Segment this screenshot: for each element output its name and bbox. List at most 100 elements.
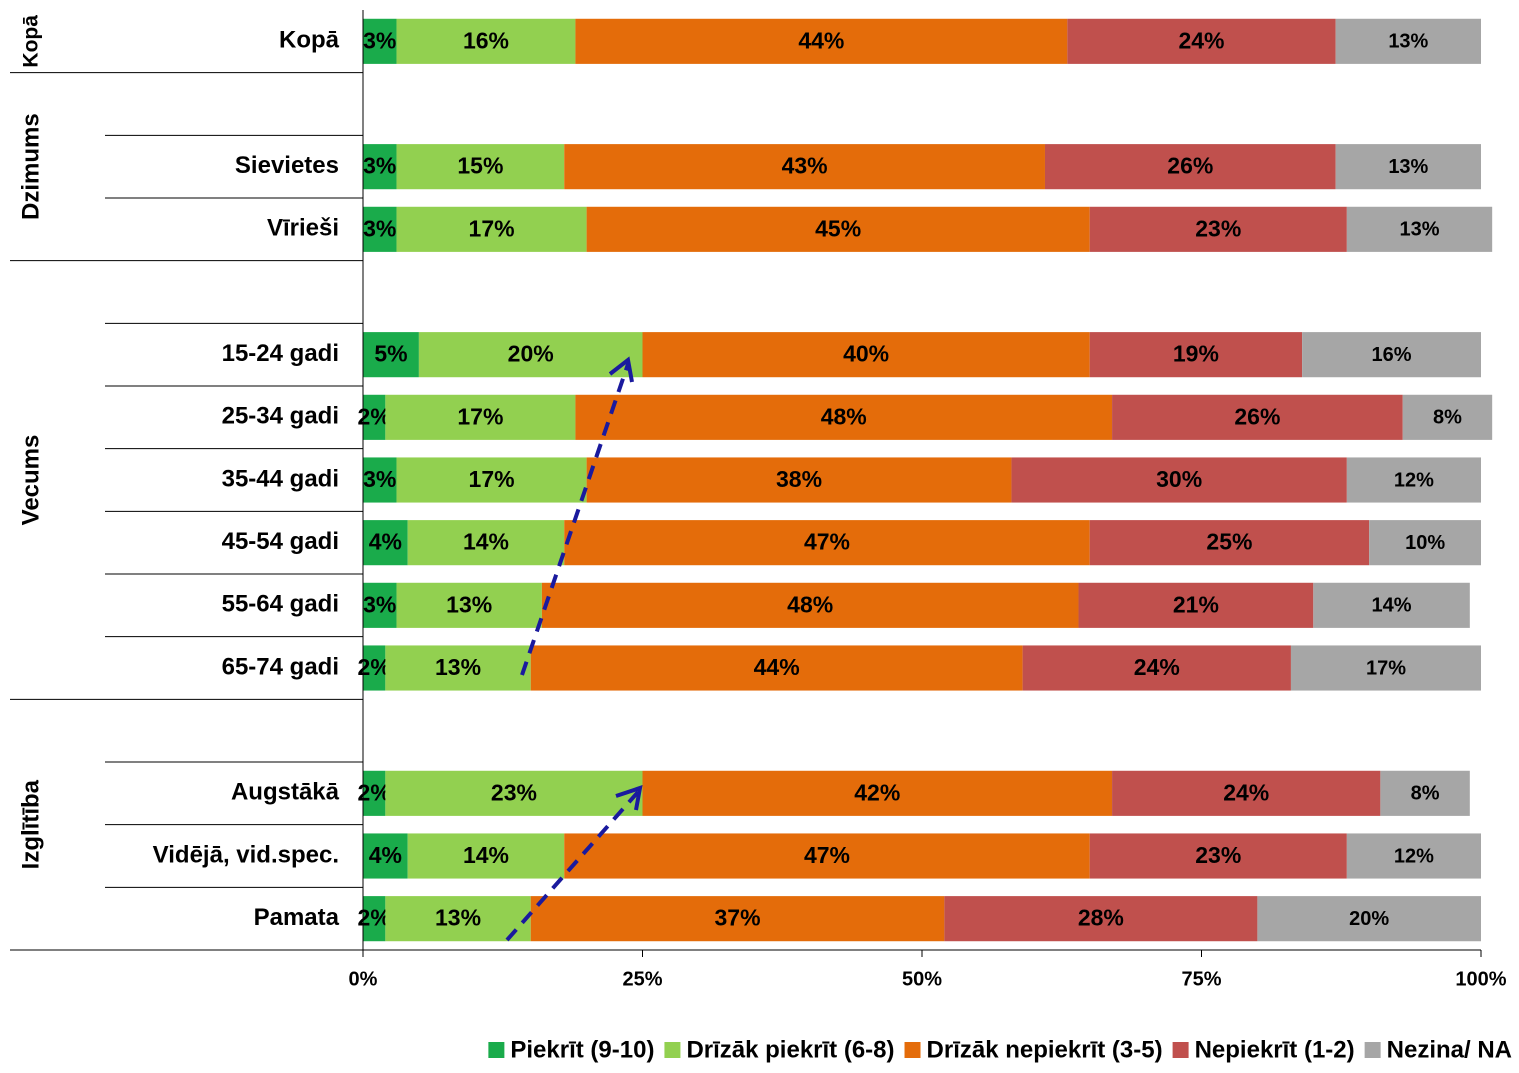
data-label: 28% xyxy=(1078,905,1124,931)
y-tick-label: Vidējā, vid.spec. xyxy=(153,841,339,868)
data-label: 4% xyxy=(369,842,402,868)
group-label: Kopā xyxy=(20,15,43,68)
y-tick-label: Sievietes xyxy=(235,152,339,179)
data-label: 45% xyxy=(815,215,861,241)
legend-label: Nepiekrīt (1-2) xyxy=(1195,1036,1355,1063)
bar-segment xyxy=(385,770,643,816)
bar-segment xyxy=(363,206,397,252)
bar-segment xyxy=(564,833,1090,879)
data-label: 13% xyxy=(1388,31,1428,53)
x-tick-label: 75% xyxy=(1181,968,1221,990)
arrow xyxy=(520,363,630,676)
data-label: 26% xyxy=(1167,153,1213,179)
bar-segment xyxy=(530,896,945,942)
group-label: Dzimums xyxy=(17,113,44,220)
data-label: 24% xyxy=(1134,654,1180,680)
data-label: 20% xyxy=(508,341,554,367)
bar-segment xyxy=(1011,457,1347,503)
bar-segment xyxy=(1067,18,1336,64)
data-label: 17% xyxy=(469,466,515,492)
y-tick-label: Vīrieši xyxy=(267,215,339,242)
bar-segment xyxy=(1380,770,1470,816)
bar-segment xyxy=(541,582,1079,628)
data-label: 48% xyxy=(787,591,833,617)
data-label: 8% xyxy=(1433,407,1462,429)
data-label: 44% xyxy=(798,27,844,53)
data-label: 3% xyxy=(363,215,396,241)
legend-label: Nezina/ NA xyxy=(1387,1036,1512,1063)
bar-segment xyxy=(1402,394,1493,440)
data-label: 14% xyxy=(463,529,509,555)
bar-segment xyxy=(363,332,419,378)
data-label: 37% xyxy=(715,905,761,931)
bar-segment xyxy=(586,206,1090,252)
bar-segment xyxy=(1112,770,1381,816)
data-label: 26% xyxy=(1234,403,1280,429)
bar-segment xyxy=(363,394,386,440)
data-label: 13% xyxy=(1399,219,1439,241)
data-label: 21% xyxy=(1173,591,1219,617)
bar-segment xyxy=(363,833,408,879)
bar-segment xyxy=(1313,582,1470,628)
arrow-head xyxy=(608,356,634,383)
bar-segment xyxy=(396,582,542,628)
bar-segment xyxy=(363,770,386,816)
data-label: 14% xyxy=(463,842,509,868)
bar-segment xyxy=(642,770,1113,816)
bar-segment xyxy=(396,206,587,252)
bar-segment xyxy=(530,645,1023,691)
data-label: 17% xyxy=(1366,657,1406,679)
data-label: 24% xyxy=(1223,779,1269,805)
bar-segment xyxy=(363,896,386,942)
bar-segment xyxy=(1369,520,1481,566)
data-label: 17% xyxy=(469,215,515,241)
data-label: 13% xyxy=(435,905,481,931)
data-label: 3% xyxy=(363,153,396,179)
legend-swatch xyxy=(1364,1042,1381,1058)
data-label: 19% xyxy=(1173,341,1219,367)
data-label: 24% xyxy=(1178,27,1224,53)
data-label: 47% xyxy=(804,529,850,555)
legend-swatch xyxy=(904,1042,921,1058)
group-label: Vecums xyxy=(17,435,44,526)
bar-segment xyxy=(396,18,576,64)
arrow-head xyxy=(615,785,643,811)
legend-swatch xyxy=(664,1042,681,1058)
data-label: 3% xyxy=(363,27,396,53)
bar-segment xyxy=(1257,896,1481,942)
data-label: 8% xyxy=(1411,783,1440,805)
x-tick-label: 25% xyxy=(622,968,662,990)
bar-segment xyxy=(564,520,1090,566)
arrow xyxy=(505,790,640,942)
data-label: 5% xyxy=(374,341,407,367)
data-label: 47% xyxy=(804,842,850,868)
bar-segment xyxy=(396,457,587,503)
bar-segment xyxy=(363,18,397,64)
data-label: 23% xyxy=(1195,842,1241,868)
data-label: 25% xyxy=(1206,529,1252,555)
bar-segment xyxy=(363,144,397,190)
data-label: 13% xyxy=(446,591,492,617)
data-label: 17% xyxy=(457,403,503,429)
data-label: 10% xyxy=(1405,532,1445,554)
data-label: 3% xyxy=(363,466,396,492)
data-label: 20% xyxy=(1349,908,1389,930)
bar-segment xyxy=(363,457,397,503)
bar-segment xyxy=(642,332,1090,378)
bar-segment xyxy=(1112,394,1403,440)
bar-segment xyxy=(407,520,565,566)
legend-label: Drīzāk piekrīt (6-8) xyxy=(686,1036,894,1063)
data-label: 23% xyxy=(491,779,537,805)
x-tick-label: 50% xyxy=(902,968,942,990)
bar-segment xyxy=(1335,18,1481,64)
data-label: 3% xyxy=(363,591,396,617)
bar-segment xyxy=(418,332,643,378)
legend-label: Drīzāk nepiekrīt (3-5) xyxy=(927,1036,1163,1063)
bar-segment xyxy=(575,18,1068,64)
legend-swatch xyxy=(1172,1042,1189,1058)
bar-segment xyxy=(1346,833,1481,879)
data-label: 14% xyxy=(1372,595,1412,617)
bar-segment xyxy=(385,896,531,942)
data-label: 16% xyxy=(1372,344,1412,366)
legend-label: Piekrīt (9-10) xyxy=(510,1036,654,1063)
